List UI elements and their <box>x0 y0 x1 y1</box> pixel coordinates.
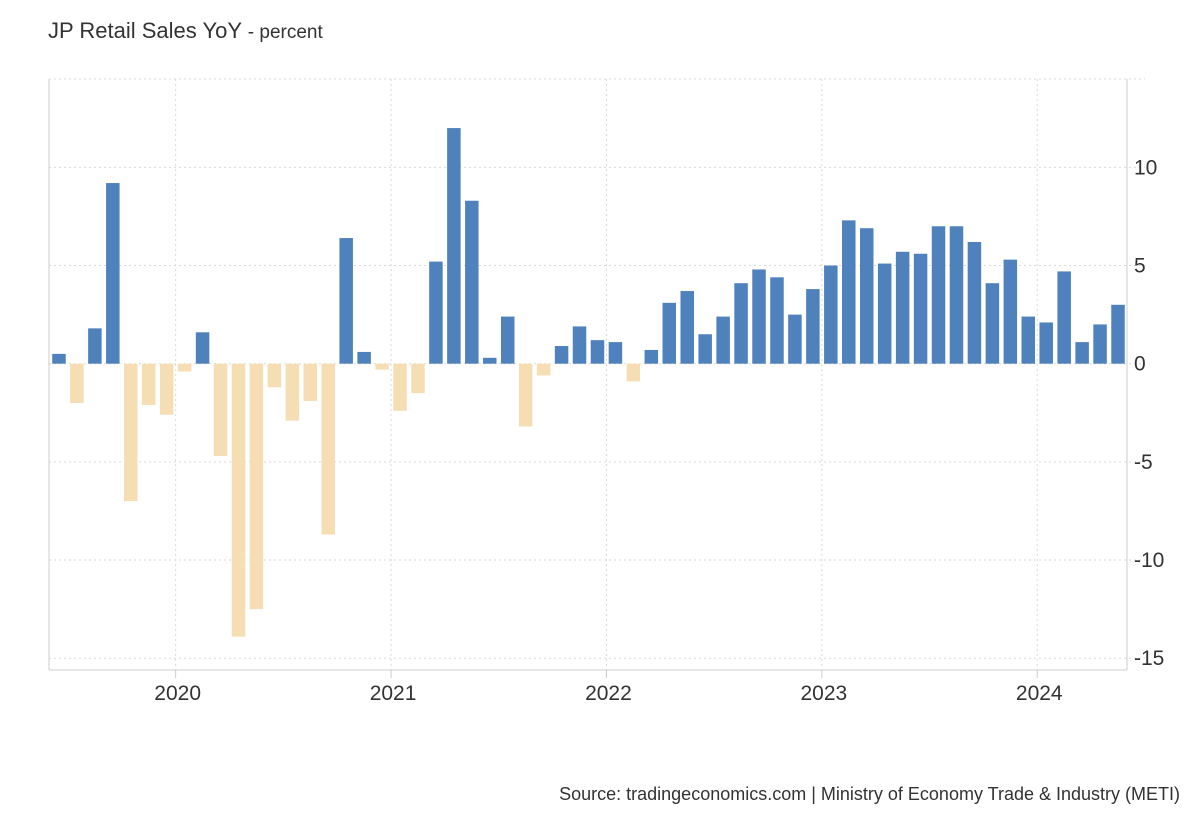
bar-2020-03[interactable] <box>213 363 228 456</box>
y-tick-label: -15 <box>1134 647 1164 670</box>
bar-2019-09[interactable] <box>106 183 120 364</box>
bar-2019-06[interactable] <box>52 353 66 364</box>
y-tick-label: -5 <box>1134 451 1153 474</box>
bar-2023-11[interactable] <box>1003 259 1018 364</box>
bar-2020-12[interactable] <box>375 363 389 370</box>
bar-2023-08[interactable] <box>949 226 964 364</box>
bar-2020-10[interactable] <box>339 238 353 364</box>
chart-title: JP Retail Sales YoY - percent <box>48 18 323 44</box>
bar-2023-05[interactable] <box>895 251 910 364</box>
bar-2019-12[interactable] <box>159 363 174 415</box>
bar-2023-01[interactable] <box>824 265 838 364</box>
bar-2022-03[interactable] <box>644 349 659 364</box>
bar-2020-08[interactable] <box>303 363 318 402</box>
y-tick-label: 5 <box>1134 255 1146 278</box>
x-tick-label: 2022 <box>585 682 632 705</box>
bar-2020-07[interactable] <box>285 363 300 421</box>
bar-2022-11[interactable] <box>788 314 802 364</box>
bar-2019-08[interactable] <box>88 328 102 364</box>
retail-sales-bar-chart: 10 5 0 -5 -10 -15 2020 2021 2022 2023 2024 <box>48 78 1164 705</box>
chart-subtitle: - percent <box>247 22 323 43</box>
bar-2021-01[interactable] <box>393 363 407 411</box>
bar-2022-12[interactable] <box>806 289 820 364</box>
bar-2024-05[interactable] <box>1111 304 1125 364</box>
chart-title-text: JP Retail Sales YoY <box>48 18 242 43</box>
bar-2022-08[interactable] <box>734 283 748 364</box>
bar-2021-06[interactable] <box>483 357 497 364</box>
bar-2023-04[interactable] <box>877 263 892 364</box>
x-tick-label: 2023 <box>800 682 847 705</box>
bar-2020-01[interactable] <box>177 363 192 372</box>
bar-2024-02[interactable] <box>1057 271 1071 364</box>
bar-2022-09[interactable] <box>752 269 766 364</box>
bar-2022-10[interactable] <box>770 277 784 364</box>
bar-2021-03[interactable] <box>429 261 443 364</box>
bar-2021-12[interactable] <box>590 340 605 364</box>
bar-2024-03[interactable] <box>1075 342 1089 364</box>
bar-2022-06[interactable] <box>698 334 712 364</box>
grid-layer <box>49 78 1145 670</box>
bar-2021-04[interactable] <box>447 128 461 364</box>
bar-2023-03[interactable] <box>859 228 874 364</box>
bar-2021-08[interactable] <box>518 363 533 427</box>
source-credit: Source: tradingeconomics.com | Ministry … <box>559 784 1180 804</box>
bar-2020-11[interactable] <box>357 351 371 364</box>
bar-2021-05[interactable] <box>465 200 479 364</box>
axis-layer <box>48 79 1128 678</box>
bar-2020-04[interactable] <box>231 363 246 637</box>
bar-2023-10[interactable] <box>985 283 1000 364</box>
bar-2020-09[interactable] <box>321 363 335 535</box>
bar-2019-10[interactable] <box>124 363 138 502</box>
bar-2019-07[interactable] <box>70 363 84 403</box>
bar-2020-02[interactable] <box>195 332 210 364</box>
bar-2021-02[interactable] <box>411 363 425 394</box>
bar-2019-11[interactable] <box>141 363 156 405</box>
bar-2024-04[interactable] <box>1093 324 1107 364</box>
bar-2022-04[interactable] <box>662 302 677 364</box>
bar-2020-06[interactable] <box>267 363 282 388</box>
bar-2022-02[interactable] <box>626 363 641 382</box>
bar-2020-05[interactable] <box>249 363 264 610</box>
bar-2021-09[interactable] <box>536 363 551 376</box>
bar-2021-10[interactable] <box>554 346 569 364</box>
x-tick-label: 2020 <box>154 682 201 705</box>
x-tick-label: 2024 <box>1016 682 1063 705</box>
bar-2024-01[interactable] <box>1039 322 1053 364</box>
bar-2023-09[interactable] <box>967 241 982 364</box>
x-tick-label: 2021 <box>370 682 417 705</box>
bar-2022-01[interactable] <box>608 342 623 364</box>
bar-2023-02[interactable] <box>842 220 856 364</box>
labels-layer: 10 5 0 -5 -10 -15 2020 2021 2022 2023 2024 <box>154 156 1164 705</box>
bar-2023-07[interactable] <box>931 226 946 364</box>
bars-layer <box>52 128 1125 637</box>
bar-2022-05[interactable] <box>680 291 694 364</box>
bar-2021-11[interactable] <box>572 326 587 364</box>
y-tick-label: 0 <box>1134 353 1146 376</box>
bar-2023-06[interactable] <box>913 253 928 364</box>
y-tick-label: 10 <box>1134 156 1157 179</box>
bar-2022-07[interactable] <box>716 316 730 364</box>
y-tick-label: -10 <box>1134 549 1164 572</box>
bar-2021-07[interactable] <box>500 316 515 364</box>
bar-2023-12[interactable] <box>1021 316 1036 364</box>
